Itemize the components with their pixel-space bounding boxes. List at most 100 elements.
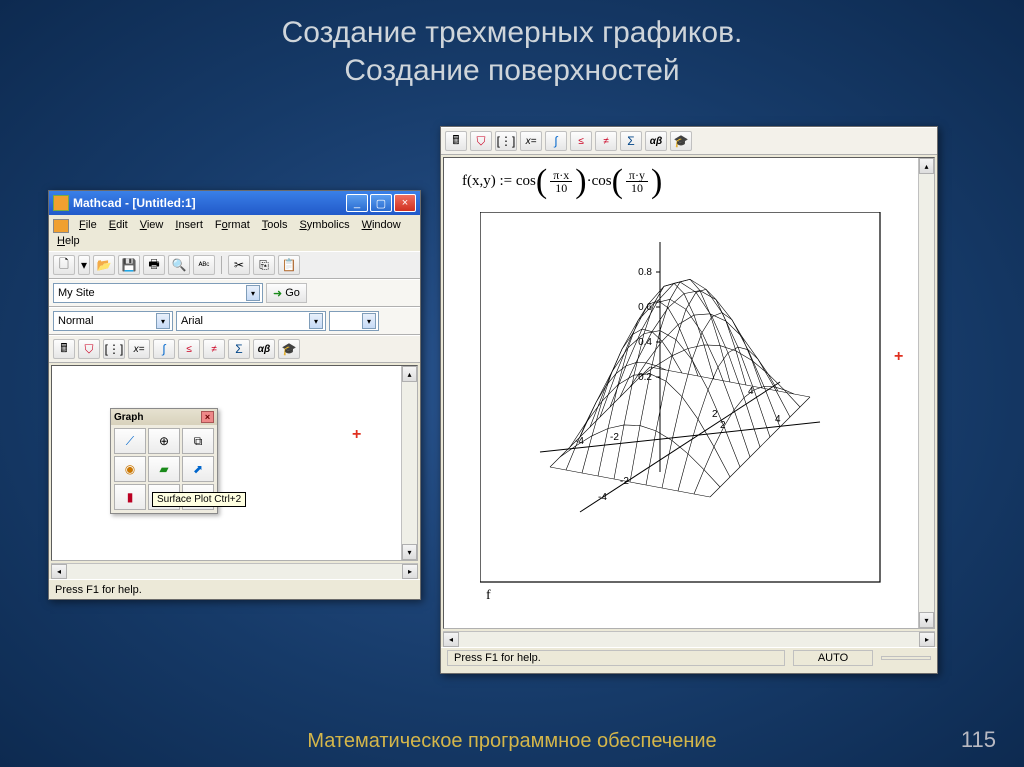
vertical-scrollbar[interactable]: ▴ ▾ bbox=[401, 366, 417, 560]
close-button[interactable]: × bbox=[394, 194, 416, 212]
formula-region[interactable]: f(x,y) := cos ( π·x 10 ) · cos ( π·y 10 … bbox=[462, 168, 662, 195]
scroll-right[interactable]: ▸ bbox=[919, 632, 935, 647]
greek-icon[interactable]: αβ bbox=[253, 339, 275, 359]
menu-symbolics[interactable]: Symbolics bbox=[293, 217, 355, 233]
surface-plot-button[interactable]: ▰ bbox=[148, 456, 180, 482]
scroll-left[interactable]: ◂ bbox=[443, 632, 459, 647]
copy-button[interactable]: ⎘ bbox=[253, 255, 275, 275]
cut-button[interactable]: ✂ bbox=[228, 255, 250, 275]
app-icon bbox=[53, 195, 69, 211]
menu-insert[interactable]: Insert bbox=[169, 217, 209, 233]
status-text: Press F1 for help. bbox=[447, 650, 785, 666]
titlebar[interactable]: Mathcad - [Untitled:1] _ ▢ × bbox=[49, 191, 420, 215]
menu-format[interactable]: Format bbox=[209, 217, 256, 233]
scroll-track[interactable] bbox=[459, 632, 919, 647]
vertical-scrollbar[interactable]: ▴ ▾ bbox=[918, 158, 934, 628]
new-file-button[interactable]: 🗋 bbox=[53, 255, 75, 275]
bar3d-button[interactable]: ⧉ bbox=[182, 428, 214, 454]
plot-label[interactable]: f bbox=[486, 588, 491, 604]
fraction2: π·y 10 bbox=[626, 169, 648, 194]
scroll-down[interactable]: ▾ bbox=[402, 544, 417, 560]
open-button[interactable]: 📂 bbox=[93, 255, 115, 275]
math-toolbar: 🖩 ⛉ [⋮] x= ∫ ≤ ≠ Σ αβ 🎓 bbox=[441, 127, 937, 155]
page-number: 115 bbox=[961, 727, 996, 753]
minimize-button[interactable]: _ bbox=[346, 194, 368, 212]
style-value: Normal bbox=[58, 315, 93, 327]
menu-tools[interactable]: Tools bbox=[256, 217, 294, 233]
eval-icon[interactable]: x= bbox=[520, 131, 542, 151]
eval-icon[interactable]: x= bbox=[128, 339, 150, 359]
menu-edit[interactable]: Edit bbox=[103, 217, 134, 233]
style-combo[interactable]: Normal ▾ bbox=[53, 311, 173, 331]
chevron-down-icon[interactable]: ▾ bbox=[362, 313, 376, 329]
neq-icon[interactable]: ≠ bbox=[203, 339, 225, 359]
window-title: Mathcad - [Untitled:1] bbox=[73, 196, 344, 210]
greek-icon[interactable]: αβ bbox=[645, 131, 667, 151]
vector-button[interactable]: ⬈ bbox=[182, 456, 214, 482]
chevron-down-icon[interactable]: ▾ bbox=[246, 285, 260, 301]
scroll-left[interactable]: ◂ bbox=[51, 564, 67, 579]
sum-icon[interactable]: Σ bbox=[228, 339, 250, 359]
calculus-icon[interactable]: ∫ bbox=[153, 339, 175, 359]
maximize-button[interactable]: ▢ bbox=[370, 194, 392, 212]
scroll-up[interactable]: ▴ bbox=[402, 366, 417, 382]
cursor-crosshair: + bbox=[352, 426, 361, 444]
menu-help[interactable]: Help bbox=[51, 233, 86, 249]
lteq-icon[interactable]: ≤ bbox=[178, 339, 200, 359]
menu-file[interactable]: File bbox=[73, 217, 103, 233]
contour-button[interactable]: ◉ bbox=[114, 456, 146, 482]
rparen-icon: ) bbox=[651, 168, 662, 195]
polar-plot-button[interactable]: ⊕ bbox=[148, 428, 180, 454]
font-combo[interactable]: Arial ▾ bbox=[176, 311, 326, 331]
hat-icon[interactable]: 🎓 bbox=[278, 339, 300, 359]
spell-button[interactable]: ᴬᴮᶜ bbox=[193, 255, 215, 275]
status-text: Press F1 for help. bbox=[55, 584, 142, 596]
xy-plot-button[interactable]: ⟋ bbox=[114, 428, 146, 454]
mathcad-main-window: Mathcad - [Untitled:1] _ ▢ × File Edit V… bbox=[48, 190, 421, 600]
address-combo[interactable]: My Site ▾ bbox=[53, 283, 263, 303]
menu-view[interactable]: View bbox=[134, 217, 170, 233]
menu-window[interactable]: Window bbox=[356, 217, 407, 233]
graph-icon[interactable]: ⛉ bbox=[78, 339, 100, 359]
scroll-track[interactable] bbox=[67, 564, 402, 579]
status-bar: Press F1 for help. AUTO bbox=[441, 647, 937, 667]
calc-icon[interactable]: 🖩 bbox=[53, 339, 75, 359]
preview-button[interactable]: 🔍 bbox=[168, 255, 190, 275]
scroll-up[interactable]: ▴ bbox=[919, 158, 934, 174]
formula-lhs: f(x,y) := bbox=[462, 173, 512, 190]
save-button[interactable]: 💾 bbox=[118, 255, 140, 275]
fraction1: π·x 10 bbox=[550, 169, 572, 194]
surface-plot[interactable]: 0.8 0.6 0.4 0.2 -4 -2 2 4 -4 -2 2 4 bbox=[480, 212, 900, 592]
document-area[interactable]: ▴ ▾ + Graph × ⟋ ⊕ ⧉ ◉ ▰ ⬈ ▮ ⋱ ◔ Surface … bbox=[51, 365, 418, 561]
palette-titlebar[interactable]: Graph × bbox=[111, 409, 217, 425]
print-button[interactable]: 🖶 bbox=[143, 255, 165, 275]
font-value: Arial bbox=[181, 315, 203, 327]
scroll-down[interactable]: ▾ bbox=[919, 612, 934, 628]
document-area[interactable]: ▴ ▾ f(x,y) := cos ( π·x 10 ) · cos ( π·y… bbox=[443, 157, 935, 629]
scroll-right[interactable]: ▸ bbox=[402, 564, 418, 579]
paste-button[interactable]: 📋 bbox=[278, 255, 300, 275]
neq-icon[interactable]: ≠ bbox=[595, 131, 617, 151]
horizontal-scrollbar[interactable]: ◂ ▸ bbox=[443, 631, 935, 647]
status-auto: AUTO bbox=[793, 650, 873, 666]
svg-text:-2: -2 bbox=[610, 432, 619, 443]
chevron-down-icon[interactable]: ▾ bbox=[156, 313, 170, 329]
matrix-icon[interactable]: [⋮] bbox=[103, 339, 125, 359]
go-button[interactable]: ➜Go bbox=[266, 283, 307, 303]
horizontal-scrollbar[interactable]: ◂ ▸ bbox=[51, 563, 418, 579]
hat-icon[interactable]: 🎓 bbox=[670, 131, 692, 151]
bar-chart-button[interactable]: ▮ bbox=[114, 484, 146, 510]
sum-icon[interactable]: Σ bbox=[620, 131, 642, 151]
z-tick: 0.8 bbox=[638, 267, 652, 278]
calc-icon[interactable]: 🖩 bbox=[445, 131, 467, 151]
calculus-icon[interactable]: ∫ bbox=[545, 131, 567, 151]
lteq-icon[interactable]: ≤ bbox=[570, 131, 592, 151]
matrix-icon[interactable]: [⋮] bbox=[495, 131, 517, 151]
standard-toolbar: 🗋 ▾ 📂 💾 🖶 🔍 ᴬᴮᶜ ✂ ⎘ 📋 bbox=[49, 251, 420, 279]
svg-text:-4: -4 bbox=[598, 492, 607, 503]
chevron-down-icon[interactable]: ▾ bbox=[309, 313, 323, 329]
graph-icon[interactable]: ⛉ bbox=[470, 131, 492, 151]
size-combo[interactable]: ▾ bbox=[329, 311, 379, 331]
palette-close-button[interactable]: × bbox=[201, 411, 214, 423]
new-file-dropdown[interactable]: ▾ bbox=[78, 255, 90, 275]
